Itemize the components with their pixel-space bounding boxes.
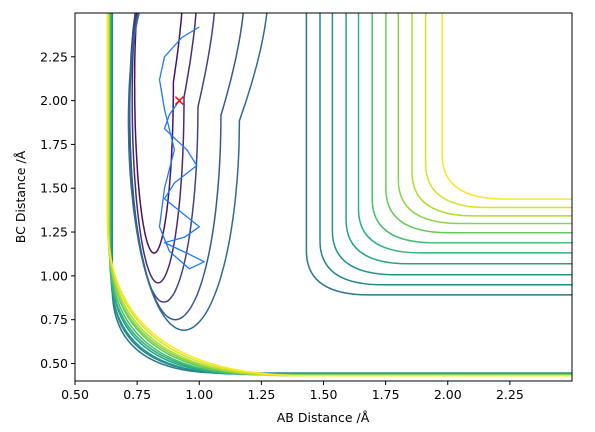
y-tick-label: 0.50 bbox=[40, 356, 68, 371]
contour-level-9 bbox=[109, 13, 572, 375]
y-tick-label: 2.00 bbox=[40, 93, 68, 108]
y-tick-label: 1.00 bbox=[40, 268, 68, 283]
contour-level-13 bbox=[107, 13, 572, 377]
x-tick-label: 2.00 bbox=[434, 387, 462, 402]
contour-level-1 bbox=[131, 13, 197, 284]
contour-level-3 bbox=[128, 13, 245, 321]
x-tick-label: 1.50 bbox=[310, 387, 338, 402]
contour-level-0 bbox=[133, 13, 183, 254]
contour-level-10 bbox=[109, 13, 572, 376]
contour-level-5 bbox=[111, 13, 572, 374]
contour-lines bbox=[106, 13, 572, 377]
x-tick-label: 1.75 bbox=[372, 387, 400, 402]
plot-frame bbox=[74, 12, 573, 382]
x-tick-label: 1.00 bbox=[185, 387, 213, 402]
y-tick-label: 0.75 bbox=[40, 312, 68, 327]
y-tick-label: 1.50 bbox=[40, 181, 68, 196]
y-tick-label: 2.25 bbox=[40, 49, 68, 64]
contour-level-4 bbox=[127, 13, 268, 331]
trajectory-line bbox=[158, 26, 205, 270]
y-tick-label: 1.75 bbox=[40, 137, 68, 152]
contour-level-7 bbox=[110, 13, 572, 375]
contour-level-6 bbox=[111, 13, 572, 374]
x-axis-label: AB Distance /Å bbox=[277, 410, 370, 425]
contour-level-11 bbox=[109, 13, 572, 376]
y-axis-label: BC Distance /Å bbox=[13, 150, 28, 243]
start-marker-layer bbox=[174, 96, 184, 106]
x-tick-label: 0.75 bbox=[123, 387, 151, 402]
x-tick-label: 2.25 bbox=[496, 387, 524, 402]
trajectory-layer bbox=[158, 26, 205, 270]
x-tick-label: 0.50 bbox=[61, 387, 89, 402]
x-tick-label: 1.25 bbox=[247, 387, 275, 402]
contour-level-15 bbox=[106, 13, 572, 377]
contour-level-8 bbox=[110, 13, 572, 375]
start-marker bbox=[174, 96, 184, 106]
y-tick-label: 1.25 bbox=[40, 225, 68, 240]
y-axis-ticks: 0.50 0.75 1.00 1.25 1.50 1.75 2.00 2.25 bbox=[40, 49, 75, 371]
x-axis-ticks: 0.50 0.75 1.00 1.25 1.50 1.75 2.00 2.25 bbox=[61, 381, 524, 402]
contour-level-14 bbox=[107, 13, 572, 377]
